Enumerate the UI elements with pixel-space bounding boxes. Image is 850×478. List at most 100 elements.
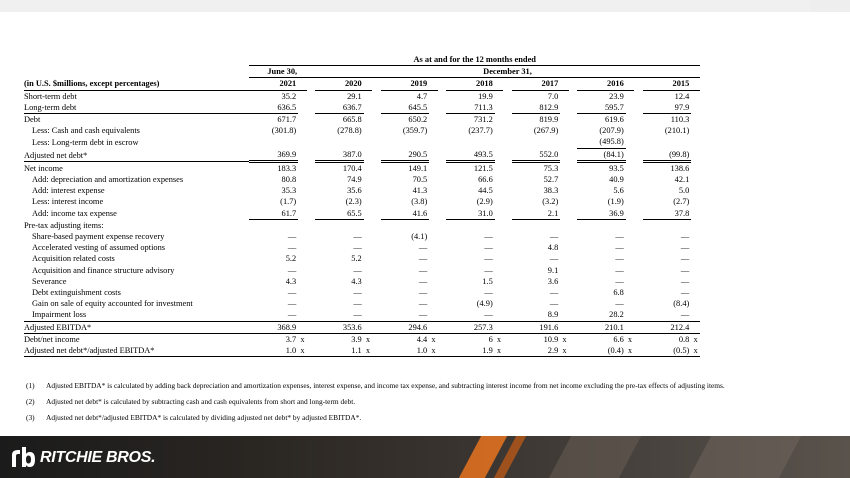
gap-cell (503, 148, 511, 161)
multiple-suffix (626, 242, 635, 253)
table-row: Add: income tax expense 61.7 65.5 41.6 31.0 2… (24, 207, 700, 220)
gap-cell (438, 102, 446, 114)
multiple-suffix (626, 90, 635, 102)
table-cell: — (418, 243, 428, 253)
gap-cell (372, 174, 380, 185)
multiple-suffix (691, 196, 700, 207)
multiple-suffix (495, 219, 504, 231)
multiple-suffix (429, 253, 438, 264)
gap-cell (307, 148, 315, 161)
multiple-suffix (560, 114, 569, 126)
multiple-suffix (495, 114, 504, 126)
multiple-suffix (495, 125, 504, 136)
table-cell: — (680, 243, 690, 253)
table-cell: 37.8 (642, 207, 692, 220)
gap-cell (503, 185, 511, 196)
multiple-suffix (364, 196, 373, 207)
table-cell (512, 136, 561, 148)
table-cell (446, 219, 495, 231)
table-cell: 110.3 (670, 115, 690, 125)
gap-cell (438, 125, 446, 136)
multiple-suffix (495, 309, 504, 321)
gap-cell (307, 287, 315, 298)
gap-cell (372, 125, 380, 136)
multiple-suffix (364, 253, 373, 264)
gap-cell (569, 196, 577, 207)
table-cell: (84.1) (577, 148, 626, 163)
multiple-suffix (560, 90, 569, 102)
gap-cell (503, 253, 511, 264)
gap-cell (437, 320, 447, 334)
footnote-text: Adjusted net debt* is calculated by subt… (46, 397, 356, 406)
multiple-suffix (495, 287, 504, 298)
table-cell: 812.9 (511, 101, 561, 115)
multiple-suffix (560, 309, 569, 321)
gap-cell (634, 287, 642, 298)
table-row: Gain on sale of equity accounted for inv… (24, 298, 700, 309)
table-cell: — (680, 232, 690, 242)
row-label: Less: Long-term debt in escrow (32, 137, 139, 147)
gap-cell (634, 309, 642, 321)
multiple-suffix (495, 276, 504, 287)
gap-cell (503, 102, 511, 114)
table-cell: 731.2 (473, 115, 493, 125)
table-cell: 353.6 (315, 320, 364, 334)
multiple-suffix (691, 231, 700, 242)
multiple-suffix (429, 242, 438, 253)
table-cell: 66.6 (478, 175, 493, 185)
spacer-cell (494, 77, 504, 91)
row-label: Adjusted EBITDA* (24, 320, 250, 334)
table-cell (381, 219, 430, 231)
gap-cell (372, 309, 380, 321)
gap-cell (372, 276, 380, 287)
gap-cell (438, 90, 446, 102)
multiple-suffix (495, 136, 504, 148)
table-cell: — (287, 232, 297, 242)
multiple-suffix (364, 90, 373, 102)
gap-cell (307, 219, 315, 231)
gap-cell (503, 196, 511, 207)
top-accent-bar (0, 0, 850, 12)
table-cell: 61.7 (249, 207, 299, 220)
multiple-suffix (626, 136, 635, 148)
row-label: Debt (24, 113, 250, 126)
multiple-suffix: x (429, 332, 438, 346)
table-cell: — (287, 265, 297, 275)
table-cell: 212.4 (642, 320, 692, 334)
table-cell: (1.7) (280, 197, 297, 207)
multiple-suffix (495, 242, 504, 253)
table-cell: — (549, 254, 559, 264)
gap-cell (438, 231, 446, 242)
table-cell: 35.2 (281, 91, 297, 101)
row-label: Less: Cash and cash equivalents (32, 126, 140, 136)
spacer-cell (429, 77, 438, 91)
table-cell: (2.9) (476, 197, 493, 207)
multiple-suffix (691, 185, 700, 196)
gap-cell (372, 265, 380, 276)
table-cell: 65.5 (315, 207, 364, 220)
table-cell: 41.6 (380, 207, 430, 220)
multiple-suffix (429, 90, 438, 102)
table-cell: 619.6 (604, 115, 624, 125)
multiple-suffix (626, 185, 635, 196)
multiple-suffix (364, 125, 373, 136)
table-cell: (3.2) (542, 197, 559, 207)
multiple-suffix (429, 185, 438, 196)
multiple-suffix: x (560, 345, 569, 358)
table-row: Add: interest expense 35.3 35.6 41.3 44.5 38.… (24, 185, 700, 196)
table-cell: — (615, 299, 624, 309)
multiple-suffix (364, 148, 373, 161)
table-cell: (278.8) (337, 126, 362, 136)
multiple-suffix (691, 114, 700, 126)
multiple-suffix (691, 298, 700, 309)
gap-cell (569, 161, 577, 174)
row-label: Short-term debt (24, 91, 77, 101)
gap-cell (503, 125, 511, 136)
multiple-suffix (363, 320, 373, 334)
table-cell: 636.7 (315, 101, 364, 115)
table-cell: 36.9 (577, 207, 626, 220)
multiple-suffix (495, 185, 504, 196)
gap-cell (438, 309, 446, 321)
gap-cell (569, 114, 577, 126)
multiple-suffix (298, 253, 307, 264)
